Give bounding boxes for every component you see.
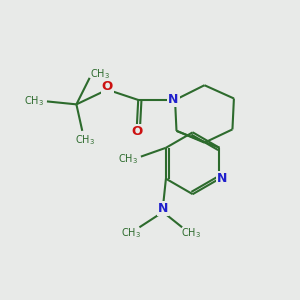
Text: CH$_3$: CH$_3$ bbox=[90, 68, 110, 81]
Text: CH$_3$: CH$_3$ bbox=[75, 133, 95, 147]
Text: CH$_3$: CH$_3$ bbox=[121, 226, 141, 240]
Text: CH$_3$: CH$_3$ bbox=[24, 94, 44, 108]
Text: N: N bbox=[168, 93, 179, 106]
Text: O: O bbox=[131, 125, 142, 138]
Text: N: N bbox=[217, 172, 228, 185]
Text: CH$_3$: CH$_3$ bbox=[181, 226, 201, 240]
Text: O: O bbox=[102, 80, 113, 93]
Text: CH$_3$: CH$_3$ bbox=[118, 153, 138, 166]
Text: N: N bbox=[158, 202, 168, 215]
